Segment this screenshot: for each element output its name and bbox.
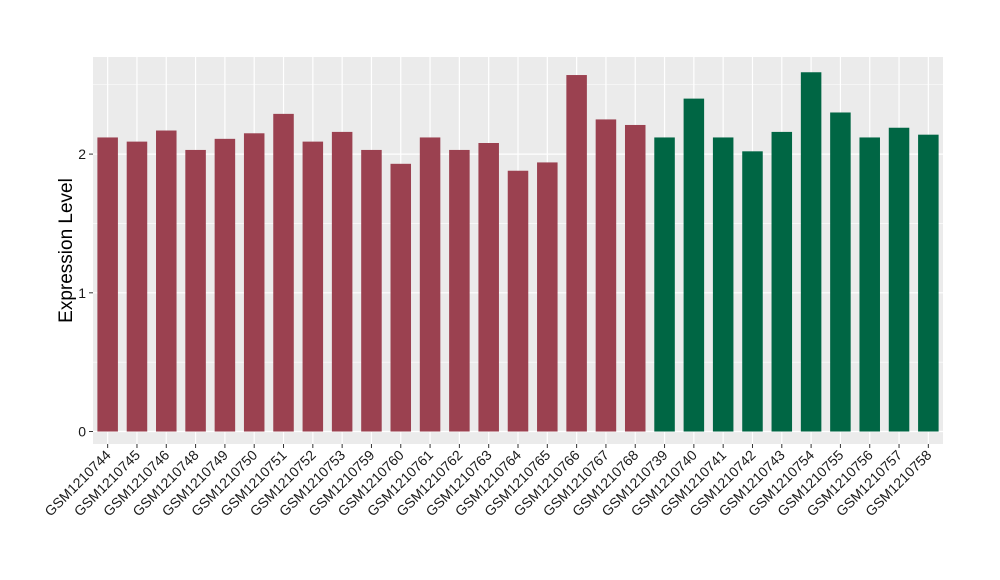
- bar-GSM1210765: [537, 162, 558, 432]
- y-axis-title: Expression Level: [56, 178, 77, 323]
- bar-GSM1210755: [830, 112, 851, 432]
- bar-GSM1210767: [595, 119, 617, 432]
- bar-GSM1210756: [859, 137, 880, 432]
- x-axis: GSM1210744GSM1210745GSM1210746GSM1210748…: [41, 444, 935, 519]
- bar-GSM1210760: [390, 163, 412, 432]
- y-tick-label: 0: [78, 424, 86, 440]
- bar-GSM1210753: [331, 131, 353, 432]
- bar-GSM1210742: [742, 151, 763, 432]
- bar-GSM1210745: [126, 141, 148, 432]
- bar-GSM1210766: [566, 75, 587, 432]
- bar-GSM1210768: [624, 124, 646, 432]
- bar-GSM1210746: [156, 130, 177, 432]
- bar-GSM1210762: [449, 149, 470, 432]
- bar-GSM1210744: [97, 137, 118, 432]
- bar-GSM1210751: [273, 113, 294, 432]
- y-tick-label: 2: [78, 146, 86, 162]
- bars: [97, 72, 939, 432]
- bar-GSM1210764: [507, 170, 529, 432]
- bar-GSM1210758: [918, 134, 939, 432]
- bar-GSM1210741: [712, 137, 734, 432]
- bar-GSM1210763: [478, 143, 499, 432]
- y-tick-label: 1: [78, 285, 86, 301]
- bar-GSM1210748: [185, 149, 206, 432]
- bar-GSM1210750: [243, 133, 265, 432]
- bar-GSM1210752: [302, 141, 324, 432]
- bar-GSM1210743: [771, 131, 793, 432]
- bar-GSM1210754: [800, 72, 822, 432]
- bar-GSM1210761: [419, 137, 441, 432]
- bar-GSM1210740: [683, 98, 705, 432]
- bar-GSM1210749: [214, 138, 236, 432]
- y-axis: 0 1 2: [78, 146, 93, 440]
- bar-GSM1210759: [361, 149, 382, 432]
- bar-GSM1210757: [888, 127, 910, 432]
- bar-GSM1210739: [654, 137, 675, 432]
